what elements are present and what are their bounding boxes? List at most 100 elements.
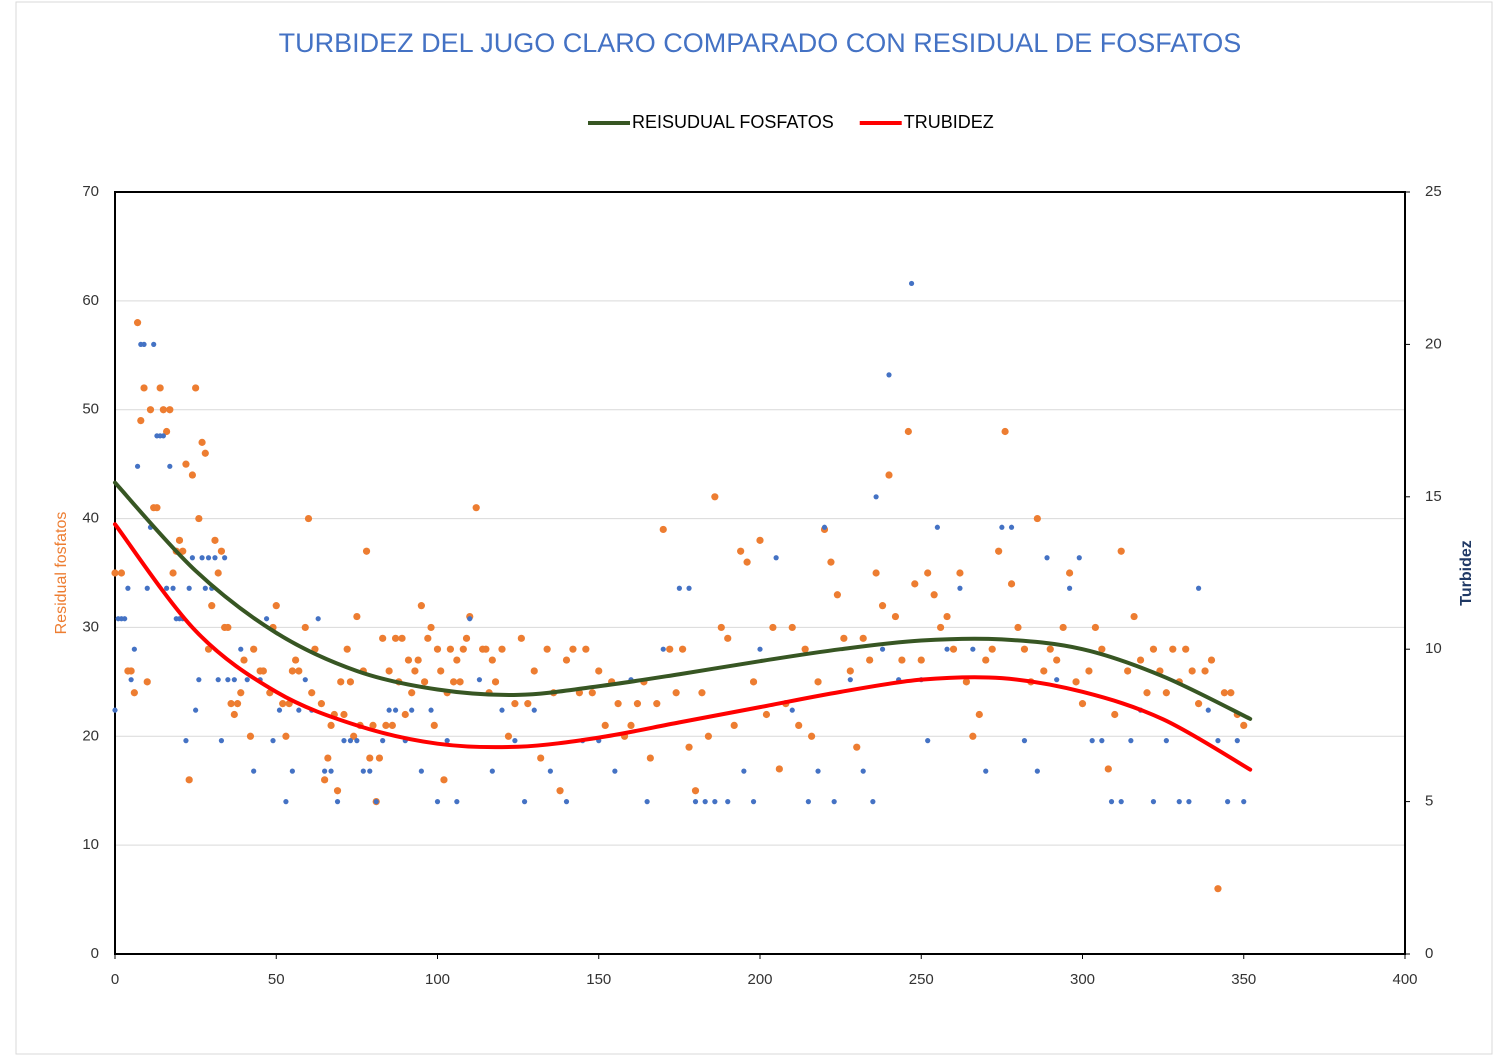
point bbox=[692, 799, 699, 805]
point bbox=[324, 754, 332, 762]
point bbox=[911, 580, 919, 588]
point bbox=[1053, 656, 1061, 664]
point bbox=[773, 555, 779, 561]
point bbox=[1034, 768, 1040, 774]
point bbox=[956, 569, 964, 577]
point bbox=[263, 616, 270, 622]
point bbox=[1214, 885, 1222, 893]
point bbox=[301, 623, 309, 632]
point bbox=[411, 667, 419, 675]
point bbox=[957, 585, 963, 591]
point bbox=[166, 406, 174, 414]
point bbox=[737, 547, 745, 555]
point bbox=[530, 667, 538, 675]
point bbox=[937, 623, 945, 632]
point bbox=[676, 585, 682, 591]
point bbox=[511, 700, 519, 708]
point bbox=[795, 721, 803, 730]
point bbox=[467, 616, 473, 622]
point bbox=[743, 558, 751, 566]
point bbox=[140, 384, 148, 392]
point bbox=[866, 656, 874, 664]
point bbox=[1136, 656, 1145, 664]
point bbox=[421, 678, 429, 686]
y2-tick-label: 5 bbox=[1425, 793, 1433, 810]
point bbox=[444, 738, 450, 744]
y-tick-label: 70 bbox=[82, 183, 99, 200]
x-tick-label: 200 bbox=[747, 971, 772, 988]
y2-tick-label: 25 bbox=[1425, 183, 1442, 200]
point bbox=[414, 656, 422, 664]
point bbox=[762, 710, 771, 719]
point bbox=[1163, 738, 1169, 744]
point bbox=[1188, 667, 1196, 675]
point bbox=[1240, 721, 1248, 730]
point bbox=[982, 656, 990, 664]
point bbox=[385, 667, 393, 675]
point bbox=[380, 738, 386, 744]
point bbox=[995, 547, 1003, 555]
point bbox=[949, 645, 958, 653]
point bbox=[188, 471, 196, 479]
point bbox=[859, 634, 867, 642]
point bbox=[1117, 547, 1125, 555]
point bbox=[908, 280, 915, 287]
point bbox=[454, 799, 460, 805]
point bbox=[653, 700, 661, 708]
point bbox=[962, 678, 971, 686]
point bbox=[373, 799, 379, 805]
point bbox=[418, 768, 424, 774]
point bbox=[1104, 765, 1112, 773]
point bbox=[1108, 799, 1115, 805]
point bbox=[904, 427, 912, 436]
point bbox=[227, 700, 235, 708]
point bbox=[164, 585, 170, 591]
point bbox=[362, 547, 371, 555]
point bbox=[308, 689, 316, 697]
point bbox=[272, 602, 280, 610]
point bbox=[125, 585, 131, 591]
point bbox=[388, 721, 396, 730]
point bbox=[1008, 524, 1015, 530]
point bbox=[517, 634, 525, 642]
point bbox=[453, 656, 461, 664]
point bbox=[702, 799, 708, 805]
y2-tick-label: 15 bbox=[1425, 488, 1442, 505]
point bbox=[151, 341, 157, 347]
point bbox=[750, 799, 757, 805]
point bbox=[167, 463, 173, 469]
point bbox=[1066, 569, 1074, 577]
point bbox=[143, 678, 151, 686]
point bbox=[328, 768, 334, 774]
y-tick-label: 10 bbox=[82, 836, 99, 853]
x-tick-label: 50 bbox=[268, 971, 285, 988]
point bbox=[350, 732, 358, 740]
point bbox=[627, 721, 635, 730]
point bbox=[1046, 645, 1054, 653]
y-tick-label: 50 bbox=[82, 401, 99, 418]
point bbox=[304, 514, 313, 523]
point bbox=[698, 689, 706, 697]
point bbox=[1207, 656, 1216, 664]
point bbox=[289, 768, 295, 774]
point bbox=[878, 602, 887, 610]
point bbox=[1128, 738, 1134, 744]
point bbox=[1234, 738, 1240, 744]
point bbox=[930, 591, 938, 599]
point bbox=[127, 667, 135, 675]
point bbox=[644, 799, 650, 805]
point bbox=[205, 555, 212, 561]
point bbox=[659, 525, 667, 534]
point bbox=[153, 504, 161, 512]
point bbox=[343, 645, 351, 653]
point bbox=[1072, 678, 1080, 686]
point bbox=[315, 616, 321, 622]
point bbox=[354, 738, 360, 744]
point bbox=[183, 738, 189, 744]
point bbox=[724, 634, 732, 642]
point bbox=[189, 555, 195, 561]
y-tick-label: 0 bbox=[91, 945, 99, 962]
point bbox=[346, 678, 355, 686]
point bbox=[562, 656, 571, 664]
point bbox=[440, 776, 448, 784]
